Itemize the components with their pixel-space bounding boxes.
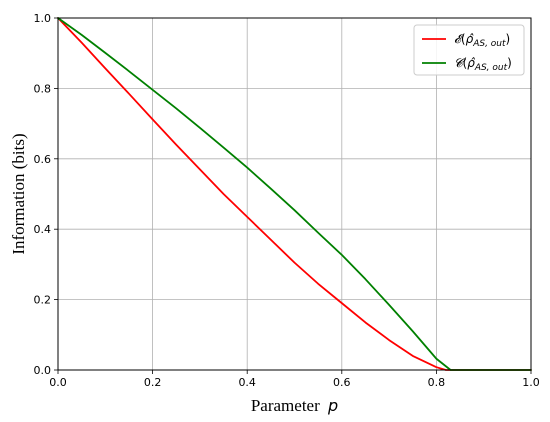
y-tick-label: 1.0 xyxy=(34,12,52,25)
legend-label-1: 𝓒(ρ̂AS, out) xyxy=(454,56,512,73)
legend-paren-close: ) xyxy=(506,32,511,46)
legend-paren-open: ( xyxy=(463,56,468,70)
legend-subscript: AS, out xyxy=(472,39,506,49)
legend-paren-close: ) xyxy=(507,56,512,70)
legend-func: 𝓔 xyxy=(454,32,464,46)
x-tick-label: 0.0 xyxy=(49,376,67,389)
grid xyxy=(57,17,532,371)
ticks: 0.0 0.2 0.4 0.6 0.8 1.0 0.0 0.2 0.4 0.6 0.8 1.0 xyxy=(34,12,540,389)
series-layer xyxy=(57,17,532,371)
x-tick-label: 0.2 xyxy=(144,376,162,389)
series-line-0 xyxy=(57,17,532,371)
legend-subscript: AS, out xyxy=(474,63,508,73)
series-line-1 xyxy=(57,17,532,371)
legend-label-0: 𝓔(ρ̂AS, out) xyxy=(454,32,510,49)
x-tick-label: 0.4 xyxy=(238,376,256,389)
x-tick-label: 1.0 xyxy=(522,376,540,389)
legend-rho-hat: ρ̂ xyxy=(466,32,475,46)
x-tick-label: 0.6 xyxy=(333,376,351,389)
x-axis-label: Parameter p xyxy=(251,396,338,415)
y-tick-label: 0.4 xyxy=(34,223,52,236)
x-axis-label-symbol: p xyxy=(327,396,338,415)
y-tick-label: 0.2 xyxy=(34,294,52,307)
y-tick-label: 0.8 xyxy=(34,82,52,95)
legend-paren-open: ( xyxy=(461,32,466,46)
x-axis-label-text: Parameter xyxy=(251,396,320,415)
x-tick-label: 0.8 xyxy=(428,376,446,389)
y-axis-label: Information (bits) xyxy=(9,133,28,254)
y-tick-label: 0.0 xyxy=(34,364,52,377)
legend-rho-hat: ρ̂ xyxy=(467,56,476,70)
y-tick-label: 0.6 xyxy=(34,153,52,166)
plot-frame xyxy=(57,17,532,371)
legend: 𝓔(ρ̂AS, out)𝓒(ρ̂AS, out) xyxy=(413,24,525,76)
